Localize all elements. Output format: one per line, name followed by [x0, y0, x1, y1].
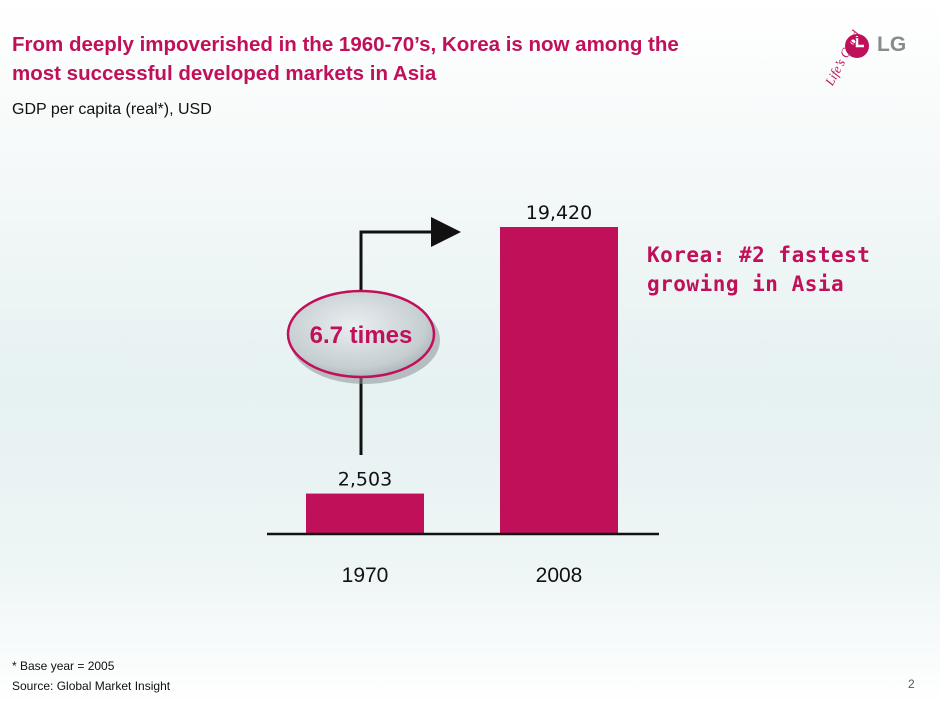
- value-label-1970: 2,503: [338, 469, 392, 491]
- source-note: Source: Global Market Insight: [12, 679, 171, 693]
- page-number: 2: [908, 677, 915, 691]
- bars-group: 2,503 1970 19,420 2008: [306, 202, 618, 587]
- growth-ratio-badge: 6.7 times: [286, 289, 440, 384]
- category-label-2008: 2008: [536, 564, 583, 587]
- category-label-1970: 1970: [342, 564, 389, 587]
- chart-subtitle: GDP per capita (real*), USD: [12, 101, 212, 118]
- lg-logo-text: LG: [877, 33, 907, 56]
- growth-callout: Korea: #2 fastest growing in Asia: [647, 241, 870, 299]
- bar-1970: [306, 493, 424, 533]
- growth-ratio-label: 6.7 times: [310, 322, 413, 349]
- lg-logo-icon: Life’s Good: [821, 27, 869, 86]
- page-title: From deeply impoverished in the 1960-70’…: [12, 33, 679, 85]
- value-label-2008: 19,420: [526, 202, 592, 224]
- callout-line-2: growing in Asia: [647, 272, 845, 296]
- base-year-note: * Base year = 2005: [12, 659, 115, 673]
- bar-2008: [500, 227, 618, 533]
- callout-line-1: Korea: #2 fastest: [647, 243, 871, 267]
